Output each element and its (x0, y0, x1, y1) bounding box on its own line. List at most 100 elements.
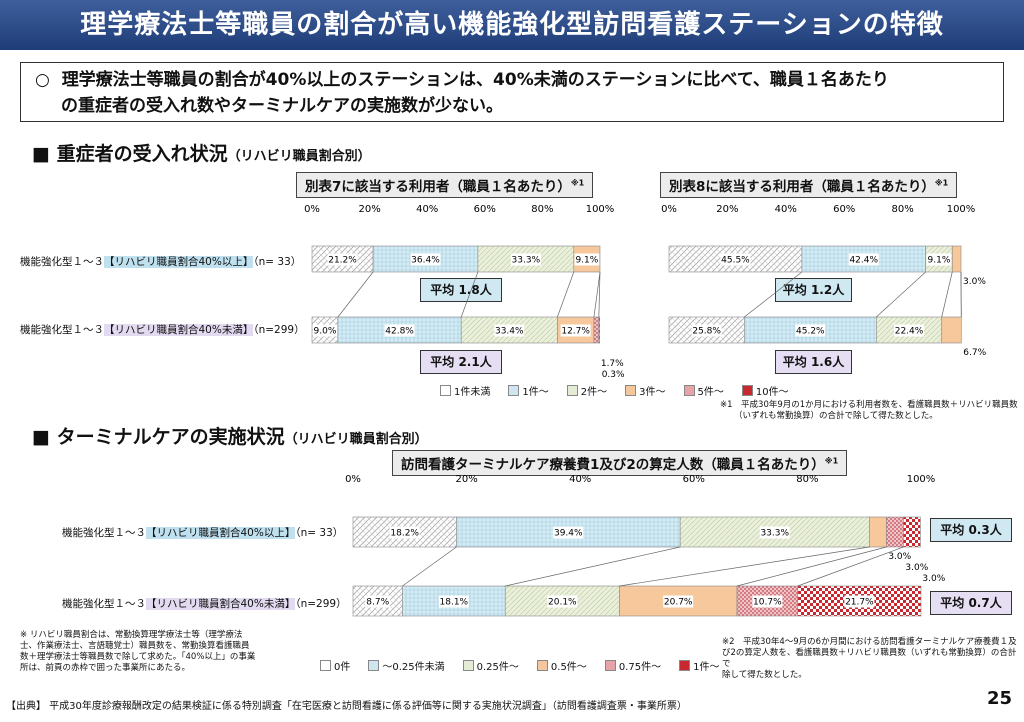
chart1-tick-label: 20% (358, 204, 380, 215)
chart3-data-label-bg (663, 595, 694, 608)
summary-line-1: ○ 理学療法士等職員の割合が40%以上のステーションは、40%未満のステーション… (35, 67, 989, 93)
legend-top-item: 3件～ (625, 383, 666, 398)
chart2-data-label-bg (848, 253, 879, 266)
chart2-bar-segment (941, 316, 962, 344)
chart3-data-label-bg (759, 526, 790, 539)
legend-top-item: 1件～ (508, 383, 549, 398)
chart3-connector-line (505, 546, 681, 587)
chart1-data-label: 21.2% (328, 256, 357, 266)
chart1-data-label-bg (327, 253, 358, 266)
chart3-data-label: 39.4% (554, 529, 583, 539)
chart3-title: 訪問看護ターミナルケア療養費1及び2の算定人数（職員１名あたり）※1 (392, 450, 848, 476)
chart1-tick-label: 40% (416, 204, 438, 215)
chart3-tick-label: 100% (907, 474, 936, 485)
legend-top-item: 5件～ (683, 383, 724, 398)
chart3-data-label-bg (844, 595, 875, 608)
section1-title: 重症者の受入れ状況 (56, 143, 228, 165)
legend-bottom-item: 1件～ (679, 658, 719, 673)
note-left: ※ リハビリ職員割合は、常勤換算理学療法士等（理学療法 士、作業療法士、言語聴覚士… (20, 630, 256, 673)
row-label-top-a: 機能強化型１～３【リハビリ職員割合40%以上】（n= 33） (20, 256, 302, 268)
chart1-data-label: 36.4% (411, 256, 440, 266)
chart1-bar-segment (593, 316, 600, 344)
chart3-data-label-bg (389, 526, 420, 539)
section1-heading: ■ 重症者の受入れ状況（リハビリ職員割合別） (32, 139, 371, 166)
page-number: 25 (986, 688, 1012, 709)
chart1-connector-line (598, 271, 601, 318)
chart3-data-label: 3.0% (922, 574, 945, 584)
chart3-data-label-bg (365, 595, 391, 608)
chart3-connector-line (402, 546, 457, 587)
section1-marker: ■ (32, 143, 50, 165)
chart2-data-label: 25.8% (692, 327, 721, 337)
chart1-connector-line (557, 271, 575, 318)
chart1-data-label-bg (384, 324, 415, 337)
chart2-data-label: 42.4% (849, 256, 878, 266)
chart1-data-label-bg (312, 324, 338, 337)
chart3-data-label: 3.0% (888, 552, 911, 562)
chart3-data-label: 18.1% (440, 598, 469, 608)
chart2-data-label: 45.5% (721, 256, 750, 266)
summary-box: ○ 理学療法士等職員の割合が40%以上のステーションは、40%未満のステーション… (20, 62, 1004, 122)
chart1-data-label: 9.0% (314, 327, 337, 337)
chart3-tick-label: 40% (569, 474, 591, 485)
legend-bottom-item: 0.5件～ (536, 658, 587, 673)
chart3-connector-line (797, 546, 904, 587)
chart2-title: 別表8に該当する利用者（職員１名あたり）※1 (660, 172, 958, 198)
avg-chart3-b: 平均 0.7人 (930, 591, 1012, 615)
chart3-data-label: 20.1% (548, 598, 577, 608)
chart3-data-label: 21.7% (845, 598, 874, 608)
chart3-data-label: 18.2% (390, 529, 419, 539)
chart3-data-label-bg (438, 595, 469, 608)
chart3-data-label: 8.7% (366, 598, 389, 608)
chart2-data-label: 3.0% (963, 277, 986, 287)
chart1-connector-line (593, 271, 601, 318)
note-2: ※2 平成30年4～9月の6か月間における訪問看護ターミナルケア療養費１及 び2の… (722, 637, 1017, 680)
chart3-data-label: 20.7% (664, 598, 693, 608)
chart1-data-label-bg (494, 324, 525, 337)
chart1-title-text: 別表7に該当する利用者（職員１名あたり） (305, 179, 571, 195)
row-label-bottom-a: 機能強化型１～３【リハビリ職員割合40%以上】（n= 33） (62, 527, 344, 539)
avg-chart2-a: 平均 1.2人 (775, 278, 852, 302)
chart1-data-label-bg (560, 324, 591, 337)
chart3-tick-label: 0% (345, 474, 361, 485)
chart2-tick-label: 80% (891, 204, 913, 215)
chart2-connector-line (941, 271, 953, 318)
chart2-tick-label: 0% (661, 204, 677, 215)
legend-bottom-item: 0.75件～ (604, 658, 661, 673)
row-label-bottom-b: 機能強化型１～３【リハビリ職員割合40%未満】（n=299） (62, 598, 347, 610)
chart2-data-label: 45.2% (796, 327, 825, 337)
chart3-connector-line (736, 546, 887, 587)
chart1-bar-segment (598, 316, 601, 344)
chart1-data-label: 9.1% (575, 256, 598, 266)
avg-chart3-a: 平均 0.3人 (930, 518, 1012, 542)
chart1-tick-label: 80% (531, 204, 553, 215)
chart2-connector-line (876, 271, 926, 318)
note-1: ※1 平成30年9月の1か月における利用者数を、看護職員数＋リハビリ職員数 （いず… (720, 400, 1018, 421)
chart2-data-label-bg (894, 324, 925, 337)
row-label-top-b: 機能強化型１～３【リハビリ職員割合40%未満】（n=299） (20, 324, 305, 336)
chart1-data-label: 42.8% (385, 327, 414, 337)
summary-bullet: ○ (35, 70, 50, 90)
avg-chart1-b: 平均 2.1人 (420, 350, 502, 374)
chart3-title-note: ※1 (824, 456, 839, 466)
chart2-connector-line (744, 271, 803, 318)
section2-title: ターミナルケアの実施状況 (56, 426, 285, 448)
legend-top-item: 1件未満 (440, 383, 490, 398)
chart3-data-label-bg (553, 526, 584, 539)
chart1-title: 別表7に該当する利用者（職員１名あたり）※1 (296, 172, 594, 198)
avg-chart1-a: 平均 1.8人 (420, 278, 502, 302)
chart2-title-note: ※1 (934, 178, 949, 188)
chart2-data-label-bg (691, 324, 722, 337)
chart1-data-label-bg (574, 253, 600, 266)
chart1-tick-label: 100% (586, 204, 615, 215)
legend-bottom-item: 0件 (320, 658, 350, 673)
chart1-data-label: 1.7% (601, 359, 624, 369)
footer-source: 【出典】 平成30年度診療報酬改定の結果検証に係る特別調査「在宅医療と訪問看護に… (6, 701, 687, 712)
chart2-tick-label: 60% (833, 204, 855, 215)
chart3-tick-label: 20% (455, 474, 477, 485)
legend-bottom-item: 0.25件～ (462, 658, 519, 673)
chart1-connector-line (337, 271, 374, 318)
section1-sub: （リハビリ職員割合別） (227, 149, 371, 164)
title-bar: 理学療法士等職員の割合が高い機能強化型訪問看護ステーションの特徴 (0, 0, 1024, 50)
